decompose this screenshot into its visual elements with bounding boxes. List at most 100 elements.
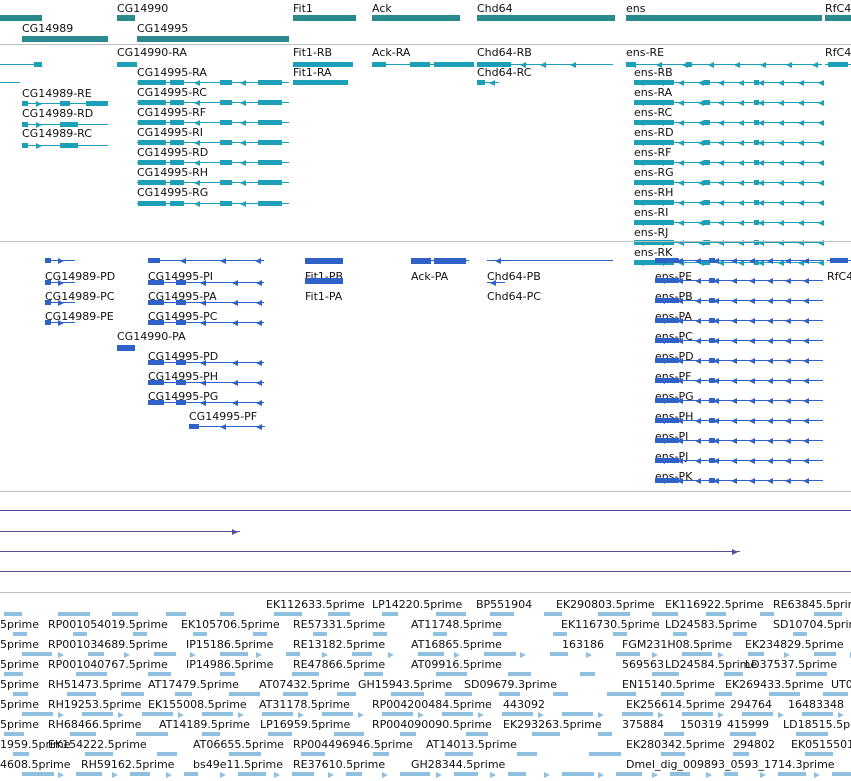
est-label[interactable]: GH28344.5prime — [411, 758, 506, 771]
est-label[interactable]: RP001034689.5prime — [48, 638, 168, 651]
est-label[interactable]: AT06655.5prime — [193, 738, 284, 751]
est-label[interactable]: RP004496946.5prime — [293, 738, 413, 751]
est-label[interactable]: Dmel_dig_009893_0593_1714.3prime — [626, 758, 835, 771]
est-label[interactable]: SD10704.5prime — [773, 618, 851, 631]
est-label[interactable]: RE37610.5prime — [293, 758, 386, 771]
transcript-label[interactable]: CG14995-PI — [148, 270, 214, 283]
est-label[interactable]: EK154222.5prime — [48, 738, 147, 751]
transcript-label[interactable]: ens-RA — [634, 86, 673, 99]
gene-label[interactable]: Fit1 — [293, 2, 313, 15]
transcript-label[interactable]: Fit1-PA — [305, 290, 343, 303]
est-label[interactable]: 443092 — [503, 698, 545, 711]
gene-label[interactable]: Ack — [372, 2, 392, 15]
transcript-label[interactable]: CG14989-RE — [22, 87, 92, 100]
gene-label[interactable]: Chd64 — [477, 2, 513, 15]
transcript-label[interactable]: Ack-PA — [411, 270, 449, 283]
transcript-label[interactable]: CG14989-RD — [22, 107, 94, 120]
gene-label[interactable]: ens — [626, 2, 646, 15]
est-label[interactable]: EK105706.5prime — [181, 618, 280, 631]
transcript-label[interactable]: Chd64-PC — [487, 290, 541, 303]
est-label[interactable]: EK234829.5prime — [745, 638, 844, 651]
est-label[interactable]: EK269433.5prime — [725, 678, 824, 691]
gene-label[interactable]: CG14995 — [137, 22, 189, 35]
est-label[interactable]: SD09679.3prime — [464, 678, 557, 691]
est-label[interactable]: AT17479.5prime — [148, 678, 239, 691]
transcript-label[interactable]: Fit1-RA — [293, 66, 332, 79]
transcript-label[interactable]: ens-RF — [634, 146, 672, 159]
est-label[interactable]: RP004200484.5prime — [372, 698, 492, 711]
est-label[interactable]: RH59162.5prime — [81, 758, 175, 771]
gene-label[interactable]: CG14990 — [117, 2, 169, 15]
est-label[interactable]: RH51473.5prime — [48, 678, 142, 691]
transcript-label[interactable]: ens-RC — [634, 106, 673, 119]
est-label[interactable]: IP15186.5prime — [186, 638, 274, 651]
est-label[interactable]: EK116730.5prime — [561, 618, 660, 631]
est-label[interactable]: EK290803.5prime — [556, 598, 655, 611]
transcript-label[interactable]: CG14995-RA — [137, 66, 207, 79]
est-label[interactable]: 5prime — [0, 618, 40, 631]
transcript-label[interactable]: ens-RJ — [634, 226, 669, 239]
est-label[interactable]: 150319 — [680, 718, 722, 731]
est-label[interactable]: 415999 — [727, 718, 769, 731]
est-label[interactable]: 375884 — [622, 718, 664, 731]
est-label[interactable]: EK0515501 — [791, 738, 851, 751]
est-label[interactable]: 294764 — [730, 698, 772, 711]
transcript-label[interactable]: Chd64-RC — [477, 66, 532, 79]
est-label[interactable]: AT14189.5prime — [159, 718, 250, 731]
transcript-label[interactable]: CG14995-PA — [148, 290, 217, 303]
est-label[interactable]: AT07432.5prime — [259, 678, 350, 691]
est-label[interactable]: RP001054019.5prime — [48, 618, 168, 631]
est-label[interactable]: RE47866.5prime — [293, 658, 386, 671]
transcript-label[interactable]: Chd64-RB — [477, 46, 532, 59]
est-label[interactable]: EK116922.5prime — [665, 598, 764, 611]
est-label[interactable]: EK293263.5prime — [503, 718, 602, 731]
est-label[interactable]: RH68466.5prime — [48, 718, 142, 731]
est-label[interactable]: AT14013.5prime — [426, 738, 517, 751]
est-label[interactable]: 5prime — [0, 678, 40, 691]
est-label[interactable]: IP14986.5prime — [186, 658, 274, 671]
transcript-label[interactable]: CG14989-PE — [45, 310, 114, 323]
transcript-label[interactable]: CG14995-PC — [148, 310, 218, 323]
transcript-label[interactable]: RfC4 — [825, 46, 851, 59]
est-label[interactable]: 569563 — [622, 658, 664, 671]
est-label[interactable]: EK256614.5prime — [626, 698, 725, 711]
est-label[interactable]: 163186 — [562, 638, 604, 651]
transcript-label[interactable]: ens-RK — [634, 246, 673, 259]
est-label[interactable]: LD18515.5pr — [783, 718, 851, 731]
transcript-label[interactable]: ens-RG — [634, 166, 674, 179]
transcript-label[interactable]: Chd64-PB — [487, 270, 541, 283]
est-label[interactable]: AT11748.5prime — [411, 618, 502, 631]
est-label[interactable]: RP001040767.5prime — [48, 658, 168, 671]
est-label[interactable]: AT16865.5prime — [411, 638, 502, 651]
est-label[interactable]: 1959.5prime — [0, 738, 71, 751]
est-label[interactable]: RE63845.5prime — [773, 598, 851, 611]
transcript-label[interactable]: CG14989-RC — [22, 127, 92, 140]
transcript-label[interactable]: ens-RE — [626, 46, 665, 59]
transcript-label[interactable]: ens-RH — [634, 186, 674, 199]
transcript-label[interactable]: CG14990-RA — [117, 46, 187, 59]
est-label[interactable]: RP004090090.5prime — [372, 718, 492, 731]
est-label[interactable]: UT0 — [831, 678, 851, 691]
transcript-label[interactable]: Fit1-RB — [293, 46, 333, 59]
est-label[interactable]: EK112633.5prime — [266, 598, 365, 611]
transcript-label[interactable]: CG14995-RI — [137, 126, 204, 139]
transcript-label[interactable]: CG14995-RD — [137, 146, 209, 159]
transcript-label[interactable]: CG14990-PA — [117, 330, 186, 343]
est-label[interactable]: 4608.5prime — [0, 758, 71, 771]
est-label[interactable]: 5prime — [0, 718, 40, 731]
transcript-label[interactable]: ens-RI — [634, 206, 669, 219]
transcript-label[interactable]: CG14989-PC — [45, 290, 115, 303]
gene-label[interactable]: CG14989 — [22, 22, 74, 35]
transcript-label[interactable]: CG14995-PH — [148, 370, 219, 383]
est-label[interactable]: RH19253.5prime — [48, 698, 142, 711]
est-label[interactable]: LD24583.5prime — [665, 618, 758, 631]
transcript-label[interactable]: CG14995-RF — [137, 106, 207, 119]
transcript-label[interactable]: CG14995-RG — [137, 186, 209, 199]
est-label[interactable]: 5prime — [0, 638, 40, 651]
transcript-label[interactable]: Ack-RA — [372, 46, 411, 59]
est-label[interactable]: FGM231H08.5prime — [622, 638, 733, 651]
transcript-label[interactable]: CG14989-PD — [45, 270, 116, 283]
est-label[interactable]: AT09916.5prime — [411, 658, 502, 671]
est-label[interactable]: LD37537.5prime — [745, 658, 838, 671]
transcript-label[interactable]: ens-RB — [634, 66, 673, 79]
